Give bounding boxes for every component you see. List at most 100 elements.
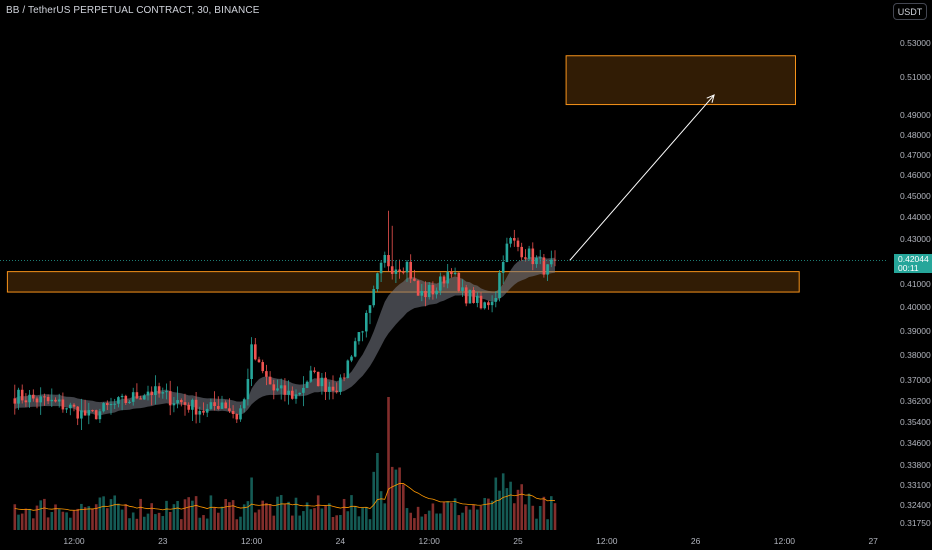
candle-body bbox=[331, 386, 335, 391]
candle-body bbox=[69, 404, 72, 409]
candle-body bbox=[43, 396, 46, 398]
volume-bar bbox=[102, 496, 105, 530]
candle-body bbox=[117, 397, 120, 404]
volume-bar bbox=[194, 496, 198, 530]
candle-body bbox=[213, 402, 216, 407]
volume-bar bbox=[87, 506, 91, 530]
volume-bar bbox=[402, 484, 405, 530]
volume-bar bbox=[442, 501, 446, 530]
candle-body bbox=[209, 402, 213, 409]
volume-bar bbox=[242, 504, 246, 530]
volume-bar bbox=[20, 513, 24, 530]
last-price-value: 0.42044 bbox=[898, 254, 929, 264]
candle-body bbox=[109, 403, 113, 406]
volume-bar bbox=[276, 496, 279, 530]
price-tick-label: 0.36200 bbox=[900, 396, 931, 406]
candle-body bbox=[120, 395, 124, 398]
volume-bar bbox=[316, 495, 320, 530]
volume-bar bbox=[176, 500, 179, 530]
volume-bar bbox=[246, 501, 250, 530]
volume-bar bbox=[265, 502, 268, 530]
volume-bar bbox=[353, 506, 357, 530]
candle-body bbox=[154, 386, 157, 396]
volume-bar bbox=[457, 515, 461, 530]
candle-body bbox=[498, 272, 501, 299]
candle-body bbox=[106, 403, 109, 406]
candle-body bbox=[553, 259, 557, 261]
volume-bar bbox=[516, 489, 520, 530]
candle-body bbox=[180, 400, 183, 403]
price-axis[interactable]: 0.53000 0.51000 0.49000 0.48000 0.47000 0.460… bbox=[900, 38, 931, 528]
candle-body bbox=[265, 371, 268, 377]
volume-bar bbox=[35, 505, 39, 530]
volume-bar bbox=[80, 503, 83, 530]
volume-bar bbox=[342, 498, 346, 530]
volume-bar bbox=[224, 499, 227, 530]
volume-bar bbox=[501, 473, 505, 530]
candle-body bbox=[442, 276, 446, 284]
candle-body bbox=[272, 384, 276, 391]
candle-body bbox=[13, 398, 17, 404]
candle-body bbox=[524, 257, 527, 259]
volume-bar bbox=[91, 508, 94, 530]
volume-bar bbox=[453, 498, 457, 530]
volume-bar bbox=[309, 509, 313, 530]
target-zone[interactable] bbox=[565, 55, 796, 106]
volume-bar bbox=[361, 507, 364, 530]
volume-bar bbox=[28, 508, 31, 530]
candle-body bbox=[298, 392, 301, 395]
volume-bar bbox=[553, 503, 557, 530]
volume-bar bbox=[32, 518, 35, 530]
volume-layer bbox=[13, 397, 557, 530]
volume-bar bbox=[427, 510, 431, 530]
volume-bar bbox=[209, 495, 213, 530]
candle-body bbox=[431, 285, 435, 295]
volume-bar bbox=[50, 512, 54, 530]
symbol-title: BB / TetherUS PERPETUAL CONTRACT, 30, BI… bbox=[6, 5, 260, 16]
volume-bar bbox=[372, 471, 375, 530]
candle-body bbox=[143, 395, 146, 400]
candle-body bbox=[313, 370, 316, 372]
candle-body bbox=[176, 400, 179, 404]
price-tick-label: 0.40000 bbox=[900, 302, 931, 312]
volume-bar bbox=[124, 504, 128, 530]
volume-bar bbox=[461, 512, 464, 530]
price-tick-label: 0.34600 bbox=[900, 438, 931, 448]
time-axis[interactable]: 12:00 23 12:00 24 12:00 25 12:00 26 12:00 27 bbox=[63, 536, 878, 546]
volume-bar bbox=[76, 508, 79, 530]
candle-body bbox=[402, 271, 405, 273]
volume-bar bbox=[72, 510, 76, 530]
candle-body bbox=[316, 371, 320, 387]
candle-body bbox=[339, 377, 342, 392]
candle-body bbox=[435, 290, 438, 295]
volume-bar bbox=[54, 504, 57, 530]
candle-body bbox=[198, 410, 202, 415]
projection-arrow[interactable] bbox=[569, 94, 715, 261]
ema-ribbon bbox=[14, 256, 556, 416]
price-tick-label: 0.47000 bbox=[900, 150, 931, 160]
candle-body bbox=[538, 257, 542, 259]
candle-body bbox=[57, 399, 61, 402]
volume-bar bbox=[527, 493, 531, 530]
candle-body bbox=[257, 359, 261, 363]
candle-body bbox=[235, 414, 239, 420]
volume-bar bbox=[17, 514, 20, 530]
candle-body bbox=[468, 290, 472, 304]
candle-body bbox=[520, 246, 523, 258]
currency-button[interactable]: USDT bbox=[893, 3, 927, 20]
price-tick-label: 0.33100 bbox=[900, 480, 931, 490]
price-tick-label: 0.31750 bbox=[900, 518, 931, 528]
candle-body bbox=[527, 248, 531, 259]
candle-body bbox=[361, 331, 364, 333]
candle-body bbox=[113, 403, 116, 405]
volume-bar bbox=[376, 453, 379, 530]
candle-body bbox=[87, 410, 91, 416]
volume-bar bbox=[24, 508, 28, 530]
volume-bar bbox=[439, 513, 442, 530]
candle-body bbox=[357, 332, 361, 342]
volume-bar bbox=[416, 506, 420, 530]
volume-bar bbox=[538, 505, 542, 530]
volume-bar bbox=[424, 514, 427, 530]
candle-body bbox=[135, 392, 139, 399]
